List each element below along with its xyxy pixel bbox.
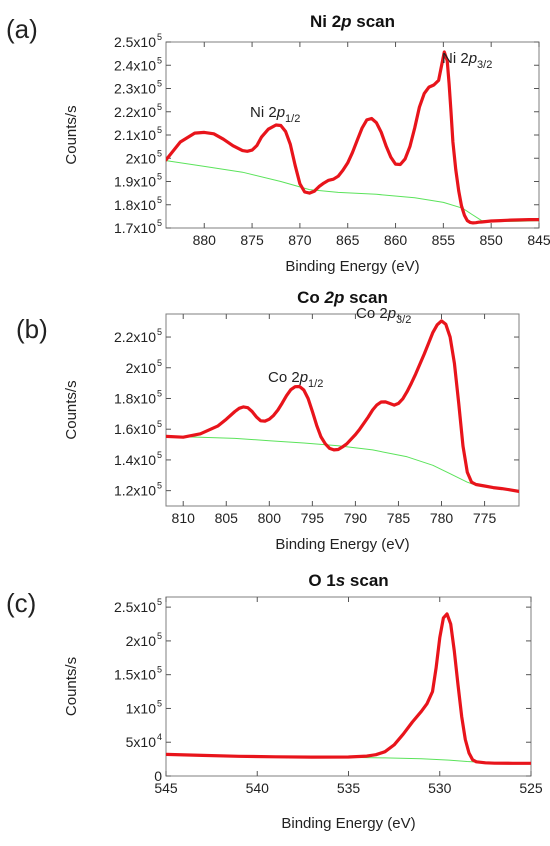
x-tick-label: 870 [288,232,312,248]
peak-annotation: Ni 2p1/2 [250,104,300,125]
spectrum-line [166,319,519,493]
y-tick-exponent: 5 [157,597,162,607]
x-tick-label: 810 [172,510,196,526]
x-tick-label: 525 [519,780,543,796]
peak-annotation: Ni 2p3/2 [442,50,492,71]
y-tick-exponent: 5 [157,32,162,42]
x-axis-label: Binding Energy (eV) [281,815,415,832]
plot-frame [165,313,520,507]
y-tick-label: 1.7x10 [114,220,156,236]
y-tick-exponent: 5 [157,631,162,641]
y-tick-label: 1.2x10 [114,483,156,499]
y-tick-label: 2.5x10 [114,34,156,50]
x-tick-label: 545 [154,780,178,796]
plot-frame [165,596,532,777]
x-tick-label: 865 [336,232,360,248]
x-tick-label: 530 [428,780,452,796]
y-tick-label: 0 [154,768,162,784]
y-tick-label: 5x10 [126,734,157,750]
y-tick-exponent: 5 [157,481,162,491]
spectrum-line [166,50,539,225]
x-tick-label: 795 [301,510,325,526]
chart-title: O 1s scan [308,571,388,590]
y-tick-label: 2.5x10 [114,599,156,615]
x-tick-label: 845 [527,232,550,248]
x-tick-label: 805 [215,510,239,526]
y-tick-exponent: 5 [157,419,162,429]
y-tick-exponent: 5 [157,218,162,228]
panel-label: (c) [6,588,36,618]
y-axis-label: Counts/s [63,657,80,716]
chart-title: Ni 2p scan [310,12,395,31]
panel-a: (a) Ni 2p scan 880 875 870 865 860 855 850 845 1.7… [6,12,550,275]
y-tick-label: 2x10 [126,633,157,649]
panel-label: (a) [6,14,38,44]
x-tick-label: 860 [384,232,408,248]
x-tick-label: 880 [193,232,217,248]
chart-title: Co 2p scan [297,288,388,307]
y-tick-label: 1.6x10 [114,421,156,437]
x-axis-label: Binding Energy (eV) [285,258,419,275]
y-tick-exponent: 5 [157,327,162,337]
y-tick-label: 1.8x10 [114,197,156,213]
peak-annotation: Co 2p1/2 [268,369,323,390]
y-tick-exponent: 5 [157,125,162,135]
y-axis-label: Counts/s [63,380,80,439]
spectrum-line [166,612,531,765]
x-axis-label: Binding Energy (eV) [275,536,409,553]
panel-label: (b) [16,314,48,344]
y-tick-exponent: 5 [157,79,162,89]
x-tick-label: 775 [473,510,497,526]
y-tick-exponent: 5 [157,388,162,398]
y-tick-exponent: 5 [157,665,162,675]
y-tick-exponent: 5 [157,148,162,158]
y-tick-label: 2x10 [126,150,157,166]
y-tick-label: 1.4x10 [114,452,156,468]
y-tick-exponent: 5 [157,102,162,112]
y-tick-label: 2.4x10 [114,57,156,73]
y-tick-exponent: 5 [157,195,162,205]
y-tick-label: 2.1x10 [114,127,156,143]
y-tick-label: 1.8x10 [114,390,156,406]
y-axis-label: Counts/s [63,105,80,164]
x-tick-label: 785 [387,510,411,526]
y-tick-label: 2.2x10 [114,329,156,345]
y-tick-exponent: 5 [157,450,162,460]
x-tick-label: 800 [258,510,282,526]
y-tick-exponent: 5 [157,698,162,708]
x-tick-label: 855 [432,232,456,248]
y-tick-label: 1x10 [126,700,157,716]
y-tick-exponent: 4 [157,732,162,742]
y-tick-label: 2.3x10 [114,81,156,97]
background-line [166,160,539,222]
x-tick-label: 850 [479,232,503,248]
y-tick-exponent: 5 [157,358,162,368]
x-tick-label: 540 [246,780,270,796]
y-tick-label: 1.5x10 [114,667,156,683]
x-tick-label: 780 [430,510,454,526]
y-tick-exponent: 5 [157,55,162,65]
x-tick-label: 535 [337,780,361,796]
y-tick-label: 1.9x10 [114,174,156,190]
y-tick-label: 2x10 [126,360,157,376]
y-tick-label: 2.2x10 [114,104,156,120]
peak-annotation: Co 2p3/2 [356,305,411,326]
y-tick-exponent: 5 [157,172,162,182]
panel-b: (b) Co 2p scan 810 805 800 795 790 785 780 775 1.2… [16,288,520,553]
x-tick-label: 790 [344,510,368,526]
x-tick-label: 875 [240,232,264,248]
